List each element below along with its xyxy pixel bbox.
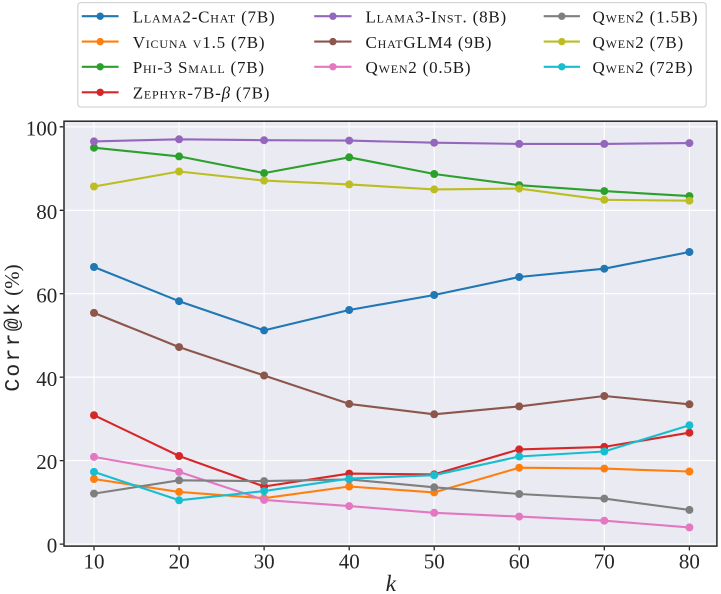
svg-text:Corr@k (%): Corr@k (%) [0,264,26,391]
svg-text:Zephyr-7B-β (7B): Zephyr-7B-β (7B) [133,84,271,103]
svg-text:Qwen2 (0.5B): Qwen2 (0.5B) [366,58,472,77]
svg-text:Qwen2 (7B): Qwen2 (7B) [593,33,685,52]
svg-text:Llama2-Chat (7B): Llama2-Chat (7B) [133,7,276,26]
svg-text:40: 40 [36,367,57,391]
svg-text:Qwen2 (1.5B): Qwen2 (1.5B) [593,7,699,26]
svg-text:0: 0 [47,534,58,558]
svg-text:50: 50 [424,550,445,574]
svg-text:20: 20 [36,450,57,474]
svg-text:Phi-3 Small (7B): Phi-3 Small (7B) [133,58,265,77]
svg-text:80: 80 [36,200,57,224]
svg-text:40: 40 [339,550,360,574]
svg-text:30: 30 [254,550,275,574]
svg-text:Vicuna v1.5 (7B): Vicuna v1.5 (7B) [133,33,266,52]
svg-text:100: 100 [26,116,58,140]
svg-text:60: 60 [36,283,57,307]
svg-text:60: 60 [509,550,530,574]
svg-text:20: 20 [169,550,190,574]
svg-text:Qwen2 (72B): Qwen2 (72B) [593,58,694,77]
svg-text:80: 80 [679,550,700,574]
svg-text:70: 70 [594,550,615,574]
svg-text:Llama3-Inst. (8B): Llama3-Inst. (8B) [366,7,507,26]
svg-text:10: 10 [84,550,105,574]
svg-text:k: k [386,571,397,594]
svg-text:ChatGLM4 (9B): ChatGLM4 (9B) [366,33,493,52]
